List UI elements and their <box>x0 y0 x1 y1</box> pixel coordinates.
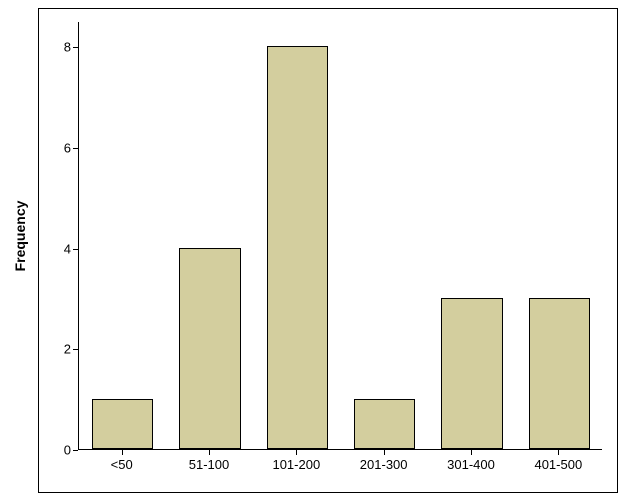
bar <box>179 248 240 449</box>
x-category-label: 201-300 <box>360 457 408 472</box>
frequency-bar-chart: Frequency 0 2 4 6 8 <50 51-100 101-200 201-300 30… <box>0 0 626 501</box>
x-tick-mark <box>122 450 123 455</box>
x-category-label: 301-400 <box>447 457 495 472</box>
y-tick-mark <box>73 47 78 48</box>
y-tick-label: 0 <box>64 443 71 458</box>
y-tick-mark <box>73 349 78 350</box>
bar <box>354 399 415 449</box>
y-tick-label: 8 <box>64 40 71 55</box>
y-tick-mark <box>73 148 78 149</box>
x-tick-mark <box>384 450 385 455</box>
y-tick-mark <box>73 249 78 250</box>
x-category-label: 101-200 <box>272 457 320 472</box>
x-tick-mark <box>471 450 472 455</box>
bar <box>441 298 502 449</box>
x-category-label: 51-100 <box>189 457 229 472</box>
y-tick-label: 4 <box>64 241 71 256</box>
x-tick-mark <box>209 450 210 455</box>
bar <box>267 46 328 449</box>
x-category-label: 401-500 <box>534 457 582 472</box>
y-tick-label: 6 <box>64 140 71 155</box>
chart-plot-area <box>78 22 602 450</box>
x-tick-mark <box>558 450 559 455</box>
bar <box>529 298 590 449</box>
y-tick-label: 2 <box>64 342 71 357</box>
x-tick-mark <box>296 450 297 455</box>
y-tick-mark <box>73 450 78 451</box>
x-category-label: <50 <box>111 457 133 472</box>
bar <box>92 399 153 449</box>
y-axis-title: Frequency <box>12 201 28 272</box>
